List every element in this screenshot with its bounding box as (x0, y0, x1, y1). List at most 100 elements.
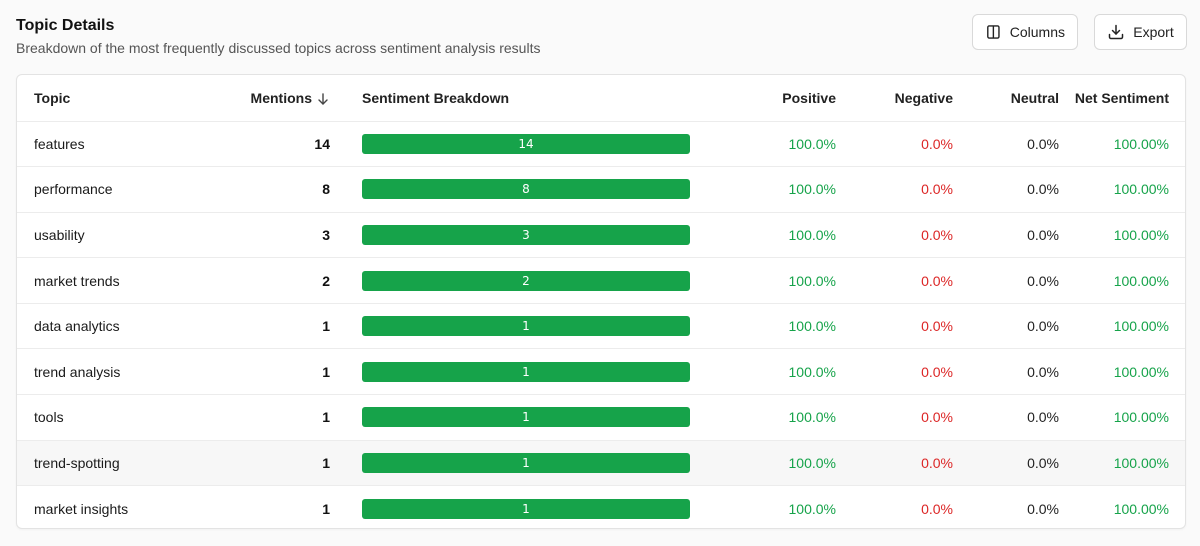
mentions-cell: 1 (322, 318, 330, 335)
topic-cell: features (34, 135, 85, 152)
download-icon (1109, 24, 1124, 40)
breakdown-cell: 14 (330, 121, 708, 167)
breakdown-cell: 1 (330, 440, 708, 486)
table-header-row: Topic Mentions Sentiment Breakdown Posit… (17, 75, 1185, 121)
topic-cell: market insights (34, 500, 129, 517)
column-header-positive[interactable]: Positive (782, 89, 836, 106)
negative-cell: 0.0% (921, 409, 953, 426)
breakdown-cell: 3 (330, 212, 708, 258)
sentiment-bar: 3 (362, 224, 690, 245)
columns-icon (987, 25, 1000, 39)
mentions-cell: 1 (322, 500, 330, 517)
positive-cell: 100.0% (788, 272, 836, 289)
neutral-cell: 0.0% (1027, 318, 1059, 335)
mentions-cell: 1 (322, 409, 330, 426)
column-header-topic[interactable]: Topic (34, 89, 71, 106)
topic-cell: tools (34, 409, 64, 426)
export-button[interactable]: Export (1094, 14, 1187, 50)
export-button-label: Export (1133, 24, 1174, 40)
column-header-mentions[interactable]: Mentions (230, 75, 330, 121)
page-subtitle: Breakdown of the most frequently discuss… (16, 40, 541, 56)
positive-cell: 100.0% (788, 500, 836, 517)
positive-cell: 100.0% (788, 181, 836, 198)
toolbar: Columns Export (972, 14, 1187, 50)
negative-cell: 0.0% (921, 226, 953, 243)
column-header-mentions-label: Mentions (250, 89, 312, 106)
sentiment-bar: 1 (362, 361, 690, 382)
mentions-cell: 1 (322, 454, 330, 471)
neutral-cell: 0.0% (1027, 181, 1059, 198)
net-sentiment-cell: 100.00% (1113, 363, 1169, 380)
columns-button[interactable]: Columns (972, 14, 1078, 50)
net-sentiment-cell: 100.00% (1113, 272, 1169, 289)
table-row[interactable]: tools 1 1 100.0% 0.0% 0.0% 100.00% (17, 394, 1185, 441)
topic-cell: trend-spotting (34, 454, 120, 471)
neutral-cell: 0.0% (1027, 135, 1059, 152)
table-row[interactable]: trend analysis 1 1 100.0% 0.0% 0.0% 100.… (17, 348, 1185, 395)
topic-table-card: Topic Mentions Sentiment Breakdown Posit… (16, 74, 1186, 529)
sentiment-bar: 1 (362, 498, 690, 519)
negative-cell: 0.0% (921, 318, 953, 335)
column-header-negative[interactable]: Negative (894, 89, 953, 106)
table-row[interactable]: features 14 14 100.0% 0.0% 0.0% 100.00% (17, 121, 1185, 167)
mentions-cell: 14 (314, 135, 330, 152)
sentiment-bar: 1 (362, 452, 690, 473)
page-header: Topic Details Breakdown of the most freq… (16, 16, 540, 57)
topic-cell: performance (34, 181, 113, 198)
neutral-cell: 0.0% (1027, 454, 1059, 471)
net-sentiment-cell: 100.00% (1113, 181, 1169, 198)
table-row[interactable]: market insights 1 1 100.0% 0.0% 0.0% 100… (17, 485, 1185, 528)
mentions-cell: 8 (322, 181, 330, 198)
negative-cell: 0.0% (921, 272, 953, 289)
net-sentiment-cell: 100.00% (1113, 318, 1169, 335)
breakdown-cell: 1 (330, 303, 708, 349)
mentions-cell: 2 (322, 272, 330, 289)
sentiment-bar: 1 (362, 407, 690, 428)
neutral-cell: 0.0% (1027, 500, 1059, 517)
sentiment-bar: 14 (362, 133, 690, 154)
positive-cell: 100.0% (788, 409, 836, 426)
topic-table: Topic Mentions Sentiment Breakdown Posit… (17, 75, 1185, 528)
negative-cell: 0.0% (921, 363, 953, 380)
positive-cell: 100.0% (788, 318, 836, 335)
table-row[interactable]: usability 3 3 100.0% 0.0% 0.0% 100.00% (17, 212, 1185, 258)
table-row[interactable]: trend-spotting 1 1 100.0% 0.0% 0.0% 100.… (17, 440, 1185, 486)
columns-button-label: Columns (1009, 24, 1065, 40)
table-row[interactable]: market trends 2 2 100.0% 0.0% 0.0% 100.0… (17, 257, 1185, 304)
sentiment-bar: 2 (362, 270, 690, 291)
neutral-cell: 0.0% (1027, 272, 1059, 289)
table-row[interactable]: performance 8 8 100.0% 0.0% 0.0% 100.00% (17, 166, 1185, 213)
breakdown-cell: 2 (330, 258, 708, 304)
topic-cell: trend analysis (34, 363, 121, 380)
topic-cell: market trends (34, 272, 120, 289)
positive-cell: 100.0% (788, 226, 836, 243)
positive-cell: 100.0% (788, 135, 836, 152)
mentions-cell: 1 (322, 363, 330, 380)
negative-cell: 0.0% (921, 500, 953, 517)
breakdown-cell: 1 (330, 486, 708, 528)
net-sentiment-cell: 100.00% (1113, 135, 1169, 152)
table-row[interactable]: data analytics 1 1 100.0% 0.0% 0.0% 100.… (17, 303, 1185, 349)
net-sentiment-cell: 100.00% (1113, 409, 1169, 426)
neutral-cell: 0.0% (1027, 226, 1059, 243)
column-header-neutral[interactable]: Neutral (1010, 89, 1059, 106)
neutral-cell: 0.0% (1027, 363, 1059, 380)
column-header-net[interactable]: Net Sentiment (1074, 89, 1169, 106)
breakdown-cell: 1 (330, 349, 708, 395)
neutral-cell: 0.0% (1027, 409, 1059, 426)
column-header-breakdown[interactable]: Sentiment Breakdown (362, 89, 510, 106)
sentiment-bar: 1 (362, 316, 690, 337)
mentions-cell: 3 (322, 226, 330, 243)
positive-cell: 100.0% (788, 454, 836, 471)
net-sentiment-cell: 100.00% (1113, 500, 1169, 517)
page-title: Topic Details (16, 17, 115, 34)
topic-cell: usability (34, 226, 85, 243)
negative-cell: 0.0% (921, 181, 953, 198)
breakdown-cell: 8 (330, 167, 708, 213)
negative-cell: 0.0% (921, 135, 953, 152)
net-sentiment-cell: 100.00% (1113, 226, 1169, 243)
arrow-down-icon (318, 93, 328, 105)
net-sentiment-cell: 100.00% (1113, 454, 1169, 471)
sentiment-bar: 8 (362, 179, 690, 200)
breakdown-cell: 1 (330, 395, 708, 441)
